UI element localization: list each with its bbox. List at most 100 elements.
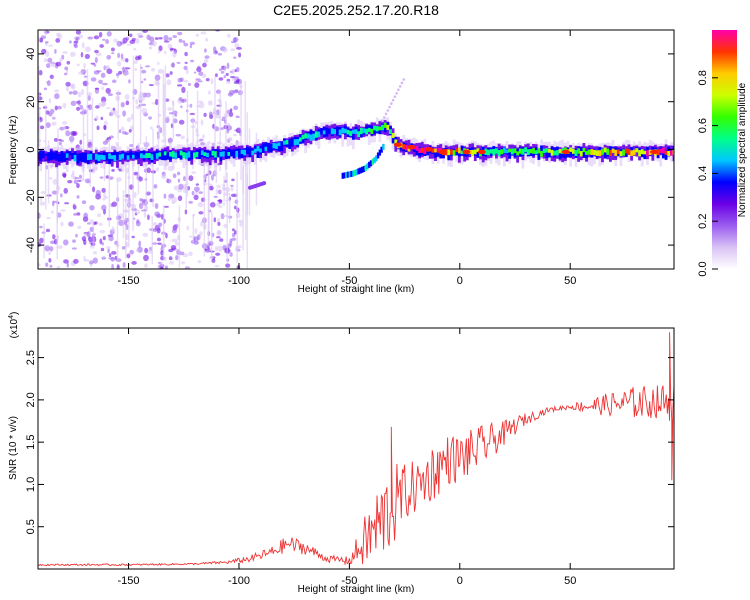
trace-cell	[264, 146, 268, 151]
noise-speck	[70, 100, 77, 106]
trace-cell	[116, 153, 119, 160]
trace-cell	[216, 152, 220, 158]
noise-speck	[54, 48, 57, 54]
noise-speck	[38, 263, 41, 267]
trace-cell	[579, 151, 583, 157]
noise-speck	[48, 177, 53, 180]
trace-cell	[630, 150, 633, 157]
noise-speck	[120, 126, 125, 131]
trace-cell	[616, 149, 620, 155]
noise-speck	[60, 193, 63, 198]
spectrogram-xlabel: Height of straight line (km)	[298, 284, 415, 295]
noise-speck	[44, 244, 50, 247]
trace-cell	[73, 155, 77, 162]
noise-speck	[204, 55, 210, 59]
faint-streak	[402, 78, 406, 81]
noise-speck	[106, 31, 112, 37]
noise-speck	[87, 36, 94, 40]
trace-cell	[548, 148, 551, 153]
spectrogram-xtick-label: 50	[564, 275, 576, 287]
noise-speck	[72, 90, 78, 95]
noise-speck	[73, 212, 77, 216]
trace-cell	[614, 149, 618, 157]
noise-speck	[106, 54, 112, 60]
noise-speck	[210, 78, 214, 85]
trace-cell	[309, 129, 313, 140]
trace-cell	[601, 148, 604, 155]
noise-speck	[167, 197, 171, 201]
trace-cell	[558, 149, 562, 154]
trace-cell	[259, 148, 262, 153]
trace-cell	[457, 147, 461, 154]
spectrogram-ytick-label: 40	[25, 48, 37, 60]
secondary-trace-cell	[360, 166, 364, 173]
trace-cell	[659, 148, 663, 154]
noise-speck	[84, 178, 91, 184]
noise-speck	[89, 219, 94, 225]
noise-speck	[101, 204, 107, 211]
trace-cell	[41, 153, 45, 159]
noise-speck	[111, 250, 117, 255]
noise-speck	[126, 117, 132, 123]
noise-speck	[168, 248, 174, 253]
trace-cell	[187, 151, 191, 158]
noise-speck	[56, 265, 61, 269]
snr-panel: -150 -100 -50 0 50 0.5 1.0 1.5 2.0 2.5 Height of …	[8, 312, 675, 595]
noise-speck	[122, 37, 128, 44]
noise-speck	[217, 189, 222, 195]
trace-cell	[656, 149, 660, 156]
noise-speck	[118, 168, 123, 172]
noise-speck	[83, 255, 86, 262]
noise-speck	[98, 102, 103, 107]
trace-cell	[609, 149, 612, 157]
faint-streak	[388, 105, 391, 109]
noise-speck	[108, 235, 114, 242]
faint-streak	[400, 81, 404, 85]
trace-cell	[185, 152, 188, 160]
noise-speck	[232, 89, 239, 94]
noise-speck	[168, 37, 173, 41]
noise-speck	[52, 234, 56, 240]
noise-speck	[102, 82, 108, 86]
trace-cell	[336, 127, 339, 135]
spectrogram-xtick-label: 0	[457, 275, 463, 287]
noise-speck	[47, 57, 53, 63]
trace-cell	[309, 134, 313, 141]
trace-cell	[415, 145, 419, 151]
noise-speck	[59, 57, 63, 63]
noise-speck	[113, 38, 118, 43]
noise-speck	[154, 37, 159, 40]
secondary-trace-cell	[348, 171, 352, 178]
noise-speck	[44, 41, 49, 44]
noise-speck	[112, 79, 117, 83]
noise-speck	[51, 116, 57, 120]
trace-cell	[211, 150, 215, 156]
trace-cell	[444, 148, 448, 156]
trace-cell	[238, 150, 241, 157]
noise-speck	[131, 37, 136, 42]
trace-cell	[526, 149, 530, 156]
noise-speck	[185, 266, 189, 269]
noise-speck	[101, 187, 106, 193]
trace-cell	[619, 151, 623, 157]
snr-ytick-label: 1.0	[25, 477, 37, 492]
trace-cell	[420, 147, 424, 153]
noise-speck	[143, 254, 149, 262]
noise-speck	[199, 231, 203, 236]
noise-speck	[195, 33, 200, 37]
trace-cell	[208, 151, 212, 156]
noise-speck	[198, 211, 204, 215]
secondary-trace-cell	[380, 146, 383, 153]
noise-speck	[157, 50, 161, 54]
noise-speck	[214, 73, 218, 78]
noise-speck	[63, 125, 66, 131]
noise-speck	[62, 51, 68, 54]
noise-speck	[136, 219, 140, 224]
noise-speck	[148, 83, 154, 87]
noise-speck	[90, 62, 96, 65]
noise-speck	[170, 62, 175, 68]
noise-speck	[198, 191, 203, 194]
noise-speck	[135, 99, 139, 105]
trace-cell	[283, 140, 286, 145]
noise-speck	[230, 184, 234, 187]
